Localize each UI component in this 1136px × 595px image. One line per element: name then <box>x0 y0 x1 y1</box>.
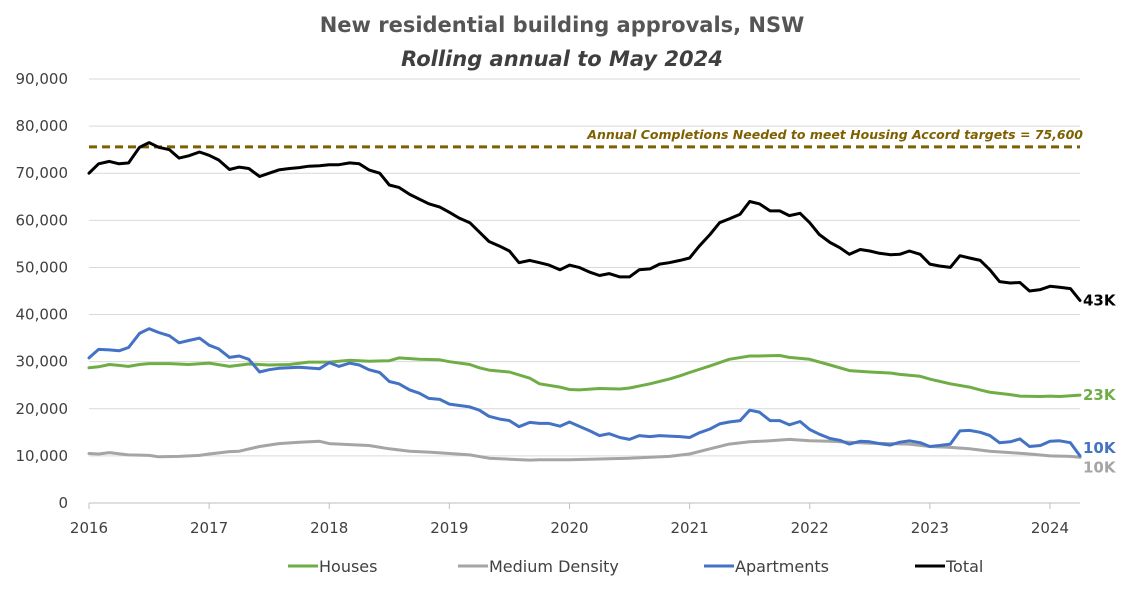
series-line-houses <box>87 354 1082 398</box>
y-tick-label-7: 70,000 <box>16 164 69 182</box>
x-tick-label-2: 2018 <box>310 519 348 537</box>
x-tick-label-4: 2020 <box>550 519 588 537</box>
y-tick-label-2: 20,000 <box>16 400 69 418</box>
end-label-houses: 23K <box>1083 386 1117 404</box>
x-tick-label-8: 2024 <box>1031 519 1069 537</box>
y-axis-tick-labels: 0 10,000 20,000 30,000 40,000 50,000 60,000 70,… <box>16 70 69 512</box>
chart-subtitle: Rolling annual to May 2024 <box>401 47 723 71</box>
y-tick-label-3: 30,000 <box>16 353 69 371</box>
x-tick-label-3: 2019 <box>430 519 468 537</box>
end-label-apartments: 10K <box>1083 439 1117 457</box>
y-tick-label-9: 90,000 <box>16 70 69 88</box>
legend: Houses Medium Density Apartments Total <box>288 557 983 576</box>
x-tick-label-6: 2022 <box>791 519 829 537</box>
y-tick-label-5: 50,000 <box>16 258 69 276</box>
reference-line-group: Annual Completions Needed to meet Housin… <box>89 127 1083 149</box>
x-tick-label-5: 2021 <box>671 519 709 537</box>
chart-title: New residential building approvals, NSW <box>320 13 805 37</box>
series-line-apartments <box>87 327 1082 458</box>
x-axis-tick-labels: 2016 2017 2018 2019 2020 2021 2022 2023 2024 <box>70 503 1069 537</box>
legend-label-total: Total <box>945 557 983 576</box>
y-tick-label-0: 0 <box>58 494 68 512</box>
legend-label-houses: Houses <box>319 557 377 576</box>
y-tick-label-6: 60,000 <box>16 211 69 229</box>
x-tick-label-7: 2023 <box>911 519 949 537</box>
y-tick-label-1: 10,000 <box>16 447 69 465</box>
reference-line-label: Annual Completions Needed to meet Housin… <box>586 127 1083 142</box>
series-line-medium-density <box>87 437 1082 462</box>
x-tick-label-0: 2016 <box>70 519 108 537</box>
y-tick-label-4: 40,000 <box>16 306 69 324</box>
y-tick-label-8: 80,000 <box>16 117 69 135</box>
legend-label-medium-density: Medium Density <box>489 557 619 576</box>
series-line-total <box>87 141 1082 302</box>
series-lines <box>87 141 1082 462</box>
end-label-medium-density: 10K <box>1083 458 1117 476</box>
legend-label-apartments: Apartments <box>735 557 829 576</box>
end-label-total: 43K <box>1083 291 1117 309</box>
x-tick-label-1: 2017 <box>190 519 228 537</box>
